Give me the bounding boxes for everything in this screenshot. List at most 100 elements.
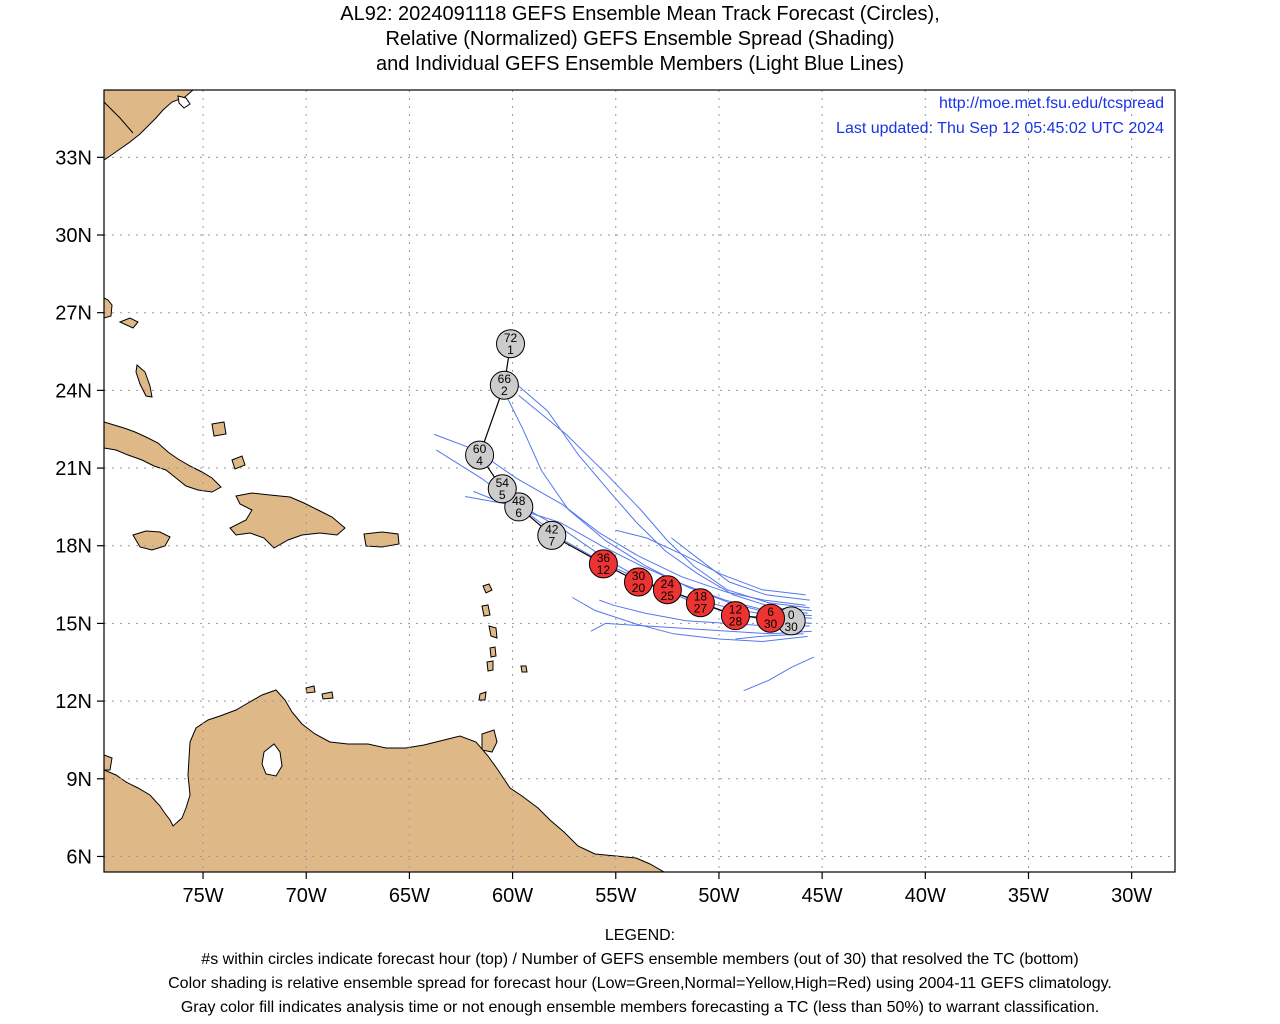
track-point: 427 (537, 520, 567, 550)
member-track (434, 433, 806, 606)
member-count: 1 (507, 343, 514, 357)
lat-label: 30N (55, 225, 92, 247)
legend-heading: LEGEND: (604, 927, 676, 944)
track-circle (652, 575, 682, 605)
member-count: 25 (661, 589, 675, 603)
track-circle (504, 492, 534, 522)
track-circle (496, 329, 526, 359)
member-count: 2 (501, 384, 508, 398)
grid-lines (97, 90, 1175, 879)
legend-line-3: Gray color fill indicates analysis time … (180, 999, 1100, 1016)
longitude-labels: 75W 70W 65W 60W 55W 50W 45W 40W 35W 30W (182, 885, 1152, 907)
member-count: 12 (597, 563, 611, 577)
lat-label: 33N (55, 147, 92, 169)
track-circle (720, 601, 750, 631)
map-title: AL92: 2024091118 GEFS Ensemble Mean Trac… (0, 2, 1280, 77)
legend: LEGEND: #s within circles indicate forec… (0, 924, 1280, 1020)
land-puerto-rico (363, 531, 400, 548)
title-line-2: Relative (Normalized) GEFS Ensemble Spre… (385, 28, 895, 50)
legend-line-1: #s within circles indicate forecast hour… (201, 951, 1079, 968)
forecast-hour: 24 (661, 577, 675, 591)
forecast-hour: 12 (729, 603, 743, 617)
lon-label: 35W (1008, 885, 1049, 907)
track-circle (465, 440, 495, 470)
lon-label: 50W (698, 885, 739, 907)
lat-label: 18N (55, 536, 92, 558)
land-layer (104, 90, 666, 872)
member-track (572, 597, 808, 643)
track-circle (487, 474, 517, 504)
member-count: 5 (499, 488, 506, 502)
lon-label: 75W (182, 885, 223, 907)
member-count: 28 (729, 615, 743, 629)
track-point: 545 (487, 474, 517, 504)
forecast-hour: 60 (473, 442, 487, 456)
forecast-hour: 6 (767, 605, 774, 619)
lat-label: 21N (55, 458, 92, 480)
member-count: 7 (548, 534, 555, 548)
lake-maracaibo (261, 743, 283, 777)
forecast-hour: 30 (632, 569, 646, 583)
lon-label: 40W (905, 885, 946, 907)
member-track (514, 382, 812, 611)
member-track (615, 529, 806, 596)
track-point: 721 (496, 329, 526, 359)
lat-label: 12N (55, 691, 92, 713)
member-track (743, 656, 815, 692)
map-border (103, 89, 1176, 873)
forecast-hour: 72 (504, 331, 518, 345)
lon-label: 70W (286, 885, 327, 907)
lat-label: 24N (55, 380, 92, 402)
land-south-america (104, 689, 666, 872)
track-circle (756, 603, 786, 633)
track-point: 630 (756, 603, 786, 633)
title-line-1: AL92: 2024091118 GEFS Ensemble Mean Trac… (340, 3, 940, 25)
member-count: 20 (632, 581, 646, 595)
lon-label: 30W (1111, 885, 1152, 907)
lat-label: 9N (66, 769, 92, 791)
forecast-hour: 0 (788, 608, 795, 622)
land-cuba (104, 421, 222, 493)
lon-label: 55W (595, 885, 636, 907)
forecast-hour: 48 (512, 494, 526, 508)
member-track (671, 537, 810, 601)
last-updated: Last updated: Thu Sep 12 05:45:02 UTC 20… (836, 120, 1164, 137)
track-point: 604 (465, 440, 495, 470)
member-track (590, 622, 812, 635)
lon-label: 45W (802, 885, 843, 907)
member-count: 4 (476, 454, 483, 468)
track-point: 662 (489, 370, 519, 400)
lon-label: 65W (389, 885, 430, 907)
member-count: 30 (764, 617, 778, 631)
land-trinidad (481, 729, 498, 753)
track-circle (537, 520, 567, 550)
track-point: 486 (504, 492, 534, 522)
lat-label: 15N (55, 613, 92, 635)
member-count: 6 (515, 506, 522, 520)
lat-label: 27N (55, 303, 92, 325)
land-pamlico (177, 95, 191, 109)
land-us-east-coast (104, 90, 194, 161)
forecast-hour: 66 (498, 372, 512, 386)
title-line-3: and Individual GEFS Ensemble Members (Li… (375, 53, 905, 75)
forecast-hour: 36 (597, 551, 611, 565)
source-url[interactable]: http://moe.met.fsu.edu/tcspread (939, 95, 1164, 112)
member-count: 30 (784, 620, 798, 634)
track-circle (685, 588, 715, 618)
forecast-hour: 42 (545, 522, 559, 536)
lat-label: 6N (66, 846, 92, 868)
track-circle (489, 370, 519, 400)
legend-line-2: Color shading is relative ensemble sprea… (168, 975, 1112, 992)
mean-track: 0306301228182724253020361242748654560466… (465, 329, 806, 636)
forecast-hour: 54 (496, 476, 510, 490)
lon-label: 60W (492, 885, 533, 907)
track-circle (623, 567, 653, 597)
member-track (473, 490, 808, 614)
latitude-labels: 6N 9N 12N 15N 18N 21N 24N 27N 30N 33N (55, 147, 92, 868)
member-track (501, 387, 812, 617)
